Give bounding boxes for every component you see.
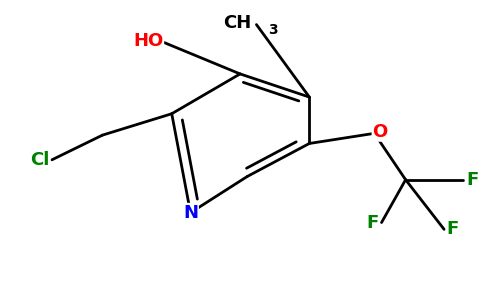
Text: O: O [373,123,388,141]
Text: CH: CH [224,14,252,32]
Text: F: F [367,214,379,232]
Text: F: F [466,171,478,189]
Text: 3: 3 [269,23,278,37]
Text: HO: HO [133,32,163,50]
Text: Cl: Cl [30,151,49,169]
Text: F: F [447,220,459,238]
Text: N: N [183,204,198,222]
